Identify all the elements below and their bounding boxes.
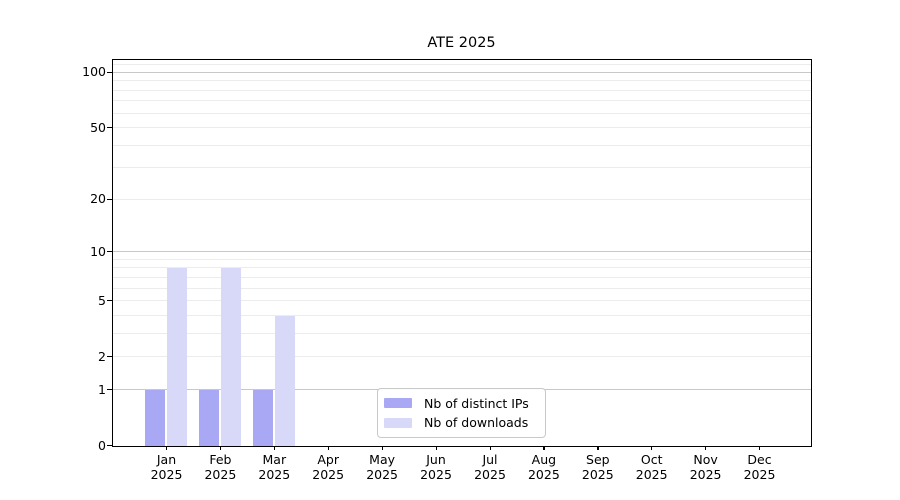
bar-downloads (167, 268, 187, 446)
gridline-minor (113, 80, 811, 82)
x-tick (273, 446, 276, 450)
gridline-major (113, 251, 811, 253)
gridline-minor (113, 144, 811, 146)
x-tick-label: Apr 2025 (312, 452, 345, 482)
gridline-minor (113, 267, 811, 269)
legend-label-downloads: Nb of downloads (424, 415, 529, 431)
y-tick-label: 50 (90, 119, 106, 135)
x-tick-label: Jan 2025 (150, 452, 183, 482)
legend-label-distinct-ips: Nb of distinct IPs (424, 395, 529, 411)
gridline-minor (113, 112, 811, 114)
gridline-major (113, 71, 811, 73)
plot-area (112, 59, 812, 447)
y-tick (107, 445, 113, 447)
legend-swatch-distinct-ips (384, 398, 412, 409)
x-tick-label: Aug 2025 (527, 452, 560, 482)
chart-title: ATE 2025 (427, 35, 496, 51)
x-tick (489, 446, 491, 450)
legend-item-downloads: Nb of downloads (384, 413, 539, 433)
bar-downloads (274, 315, 295, 446)
x-tick (651, 446, 653, 450)
bar-distinct-ips (252, 390, 273, 446)
gridline-minor (113, 314, 811, 316)
y-tick-label: 20 (90, 191, 106, 207)
y-tick (107, 251, 113, 253)
x-tick (597, 446, 599, 450)
x-tick (381, 446, 383, 450)
gridline-minor (113, 127, 811, 129)
x-tick (435, 446, 437, 450)
y-tick-label: 10 (90, 243, 106, 259)
gridline-minor (113, 100, 811, 102)
bar-distinct-ips (198, 390, 219, 446)
legend-swatch-downloads (384, 417, 412, 428)
gridline-minor (113, 276, 811, 278)
gridline-minor (113, 332, 811, 334)
y-tick-label: 5 (98, 292, 106, 308)
gridline-minor (113, 167, 811, 169)
x-tick (705, 446, 707, 450)
gridline-minor (113, 198, 811, 200)
x-tick (327, 446, 329, 450)
y-tick (107, 71, 113, 74)
x-tick-label: Oct 2025 (635, 452, 668, 482)
y-tick (107, 389, 113, 391)
x-tick (759, 446, 761, 450)
y-tick (107, 356, 113, 358)
y-tick-label: 2 (98, 348, 106, 364)
x-tick (219, 446, 222, 450)
x-tick-label: Dec 2025 (743, 452, 776, 482)
y-tick (107, 198, 113, 201)
gridline-minor (113, 287, 811, 289)
gridline-minor (113, 356, 811, 358)
x-tick (543, 446, 545, 450)
bar-distinct-ips (145, 390, 165, 446)
bar-downloads (220, 268, 241, 446)
x-tick-label: Nov 2025 (689, 452, 722, 482)
x-tick-label: Sep 2025 (581, 452, 614, 482)
y-tick-label: 100 (82, 64, 106, 80)
gridline-minor (113, 258, 811, 260)
x-tick-label: Mar 2025 (258, 452, 291, 482)
y-tick-label: 0 (98, 437, 106, 453)
legend-item-distinct-ips: Nb of distinct IPs (384, 394, 539, 414)
y-tick (107, 300, 113, 302)
legend: Nb of distinct IPs Nb of downloads (377, 388, 546, 438)
gridline-minor (113, 300, 811, 302)
y-tick-label: 1 (98, 381, 106, 397)
x-tick-label: Jun 2025 (420, 452, 452, 482)
x-tick-label: May 2025 (366, 452, 398, 482)
gridline-minor (113, 64, 811, 66)
gridline-minor (113, 89, 811, 91)
x-tick-label: Jul 2025 (474, 452, 506, 482)
y-tick (107, 127, 113, 129)
x-tick (166, 446, 168, 450)
x-tick-label: Feb 2025 (204, 452, 237, 482)
